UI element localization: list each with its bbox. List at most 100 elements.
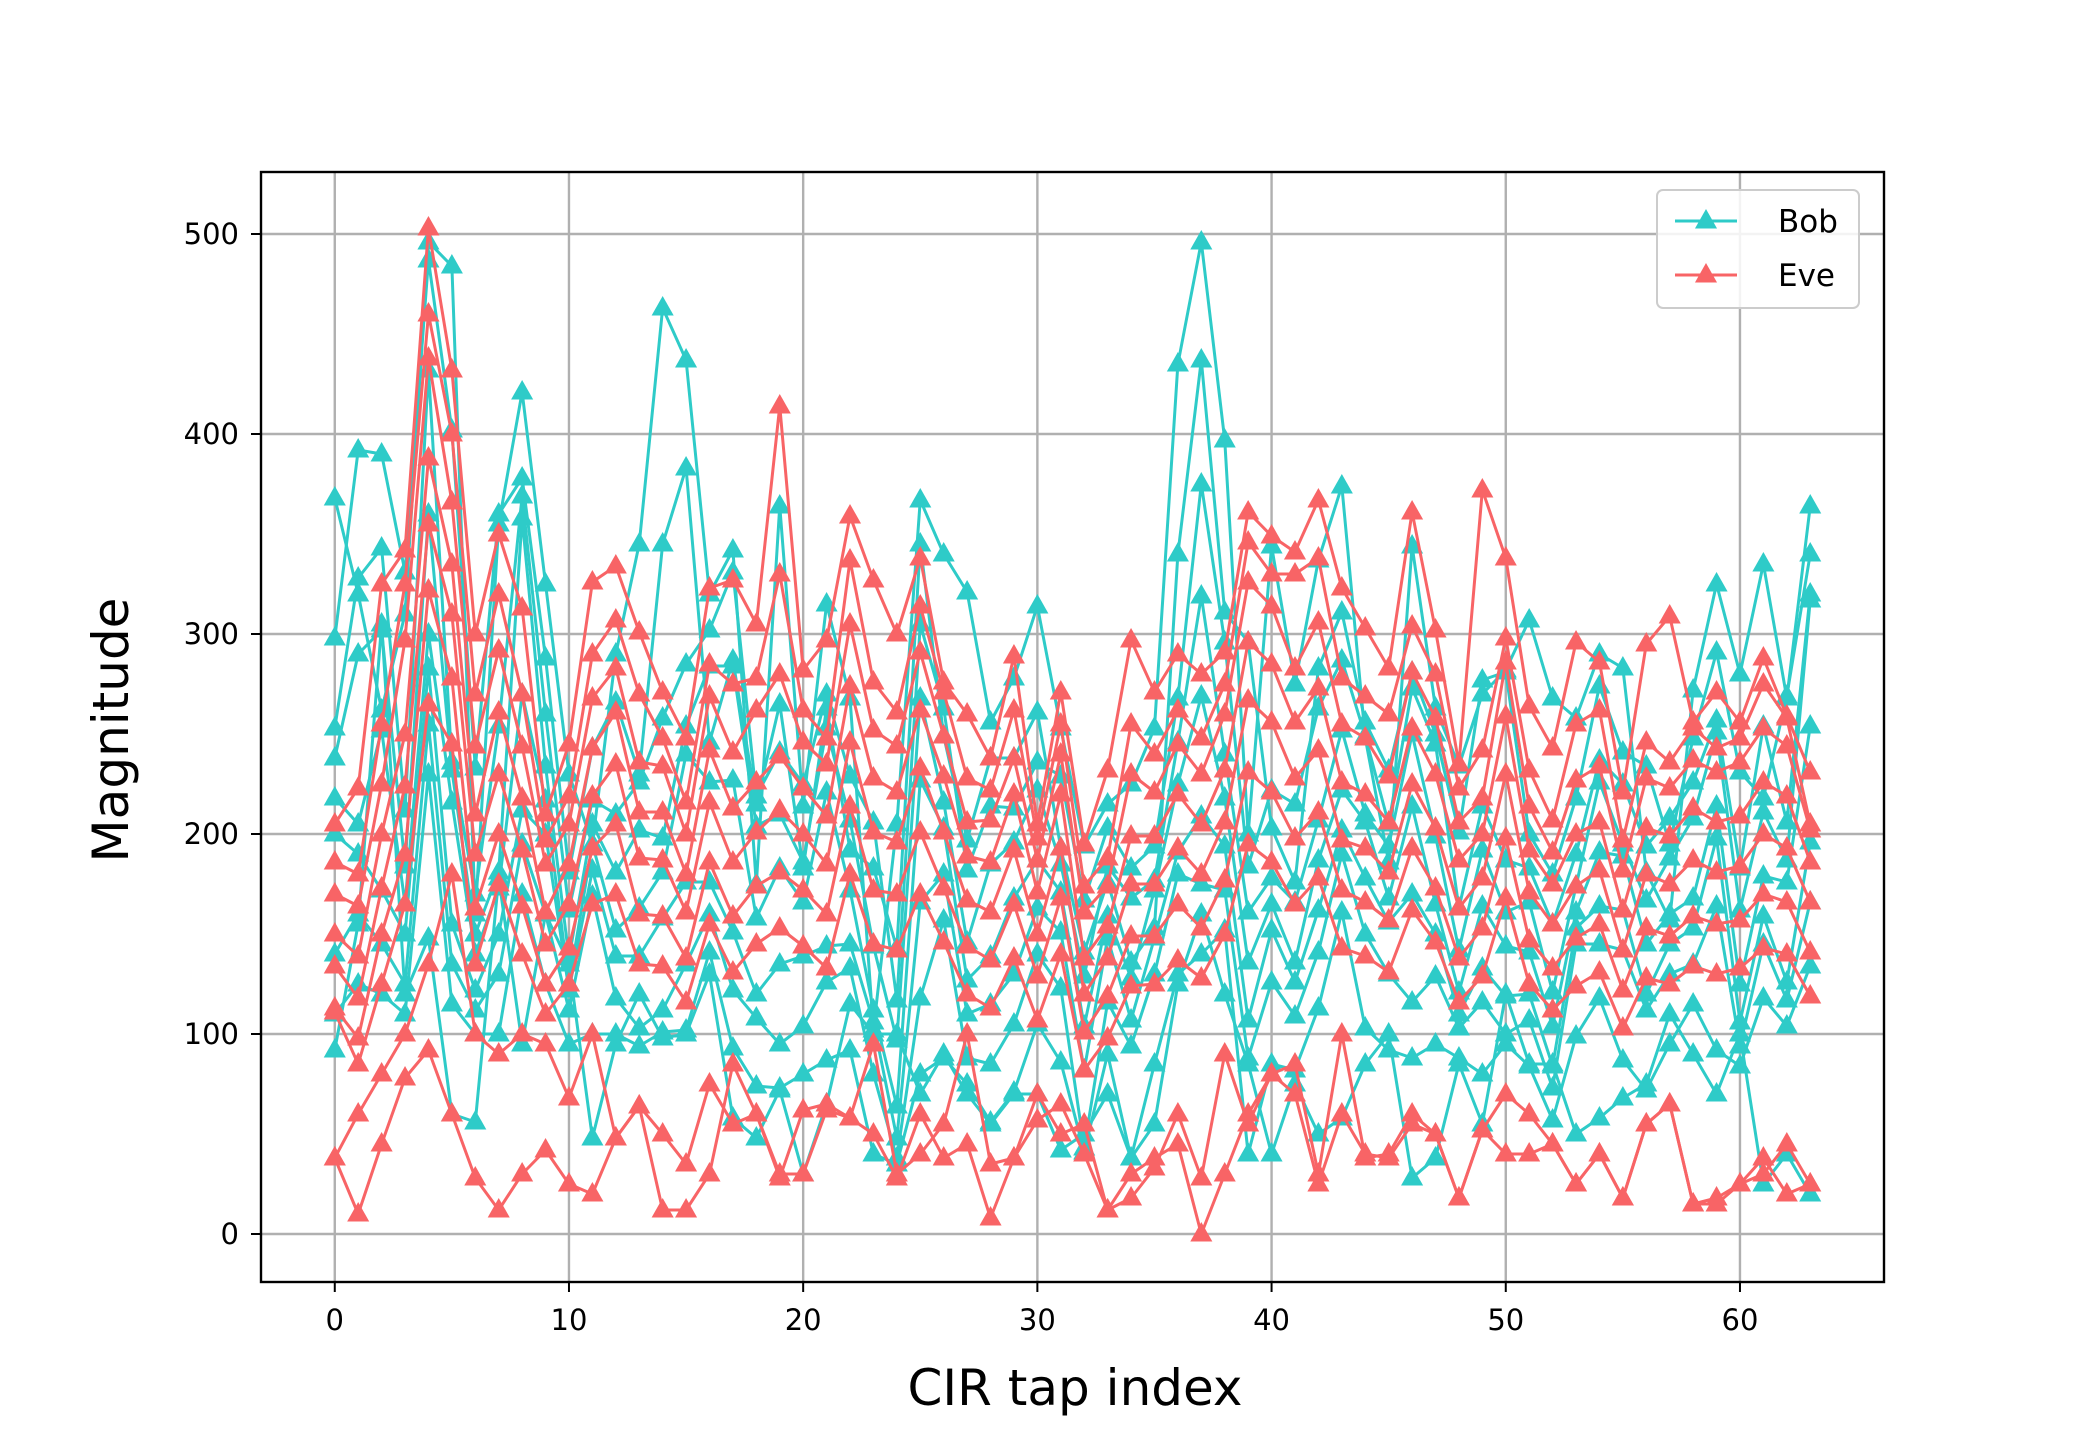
eve-point <box>1049 712 1072 732</box>
eve-point <box>862 766 885 786</box>
eve-point <box>1611 858 1634 878</box>
eve-point <box>1073 1142 1096 1162</box>
bob-point <box>1049 1138 1072 1158</box>
eve-point <box>1775 836 1798 856</box>
bob-point <box>1330 474 1353 494</box>
eve-point <box>417 578 440 598</box>
eve-point <box>651 680 674 700</box>
eve-point <box>721 796 744 816</box>
eve-point <box>675 1152 698 1172</box>
eve-point <box>956 982 979 1002</box>
bob-point <box>557 1032 581 1052</box>
eve-point <box>1283 766 1307 786</box>
eve-point <box>370 712 393 732</box>
eve-point <box>1377 960 1400 980</box>
eve-point <box>1658 604 1681 624</box>
eve-point <box>464 842 487 862</box>
eve-point <box>440 422 463 442</box>
eve-point <box>768 394 791 414</box>
eve-point <box>417 952 440 972</box>
eve-point <box>1494 650 1517 670</box>
eve-point <box>932 820 955 840</box>
eve-point <box>347 944 370 964</box>
eve-point <box>370 1062 393 1082</box>
eve-point <box>604 608 627 628</box>
eve-point <box>1096 984 1119 1004</box>
eve-point <box>1682 904 1705 924</box>
eve-point <box>651 848 674 868</box>
bob-point <box>651 1026 674 1046</box>
eve-point <box>1471 822 1494 842</box>
eve-point <box>1143 680 1166 700</box>
bob-point <box>370 536 393 556</box>
eve-point <box>1166 892 1189 912</box>
eve-point <box>651 726 674 746</box>
eve-point <box>1447 848 1470 868</box>
bob-point <box>1799 588 1822 608</box>
eve-point <box>534 828 557 848</box>
x-tick-label: 20 <box>785 1303 822 1337</box>
bob-point <box>1518 608 1541 628</box>
eve-point <box>862 932 885 952</box>
eve-point <box>698 912 721 932</box>
x-axis-label: CIR tap index <box>908 1359 1243 1417</box>
bob-point <box>1682 886 1705 906</box>
eve-point <box>370 972 393 992</box>
bob-point <box>1541 1076 1564 1096</box>
eve-point <box>393 628 417 648</box>
eve-point <box>1307 738 1330 758</box>
bob-point <box>1190 684 1213 704</box>
eve-point <box>323 922 346 942</box>
bob-point <box>956 828 979 848</box>
bob-point <box>979 710 1002 730</box>
bob-point <box>651 532 674 552</box>
eve-point <box>698 684 721 704</box>
eve-point <box>1330 770 1353 790</box>
eve-point <box>417 1038 440 1058</box>
bob-point <box>1752 786 1775 806</box>
bob-point <box>628 982 651 1002</box>
bob-point <box>838 838 862 858</box>
bob-point <box>698 902 721 922</box>
bob-point <box>815 696 838 716</box>
eve-point <box>1635 766 1658 786</box>
bob-point <box>651 706 674 726</box>
eve-point <box>862 820 885 840</box>
bob-point <box>1588 894 1611 914</box>
bob-point <box>1237 900 1260 920</box>
eve-point <box>581 570 604 590</box>
eve-point <box>1026 922 1049 942</box>
bob-point <box>1682 806 1705 826</box>
eve-point <box>511 596 534 616</box>
eve-point <box>628 952 651 972</box>
bob-point <box>1354 810 1377 830</box>
eve-point <box>440 602 463 622</box>
bob-point <box>1401 990 1424 1010</box>
bob-point <box>1377 1022 1400 1042</box>
bob-point <box>1564 916 1588 936</box>
eve-point <box>792 934 815 954</box>
bob-point <box>1260 866 1283 886</box>
bob-point <box>885 988 908 1008</box>
bob-point <box>745 784 768 804</box>
bob-point <box>1260 918 1283 938</box>
bob-point <box>393 982 417 1002</box>
eve-point <box>1190 966 1213 986</box>
eve-point <box>1752 770 1775 790</box>
bob-point <box>604 642 627 662</box>
eve-point <box>1354 836 1377 856</box>
eve-point <box>979 900 1002 920</box>
bob-point <box>1682 770 1705 790</box>
eve-point <box>1307 1172 1330 1192</box>
bob-point <box>1705 1082 1728 1102</box>
eve-point <box>1166 732 1189 752</box>
eve-point <box>1564 712 1588 732</box>
x-tick-label: 50 <box>1487 1303 1524 1337</box>
eve-point <box>440 732 463 752</box>
eve-point <box>1026 964 1049 984</box>
eve-point <box>1354 726 1377 746</box>
bob-point <box>1190 872 1213 892</box>
eve-point <box>1049 782 1072 802</box>
bob-point <box>1330 818 1353 838</box>
bob-point <box>721 1036 744 1056</box>
